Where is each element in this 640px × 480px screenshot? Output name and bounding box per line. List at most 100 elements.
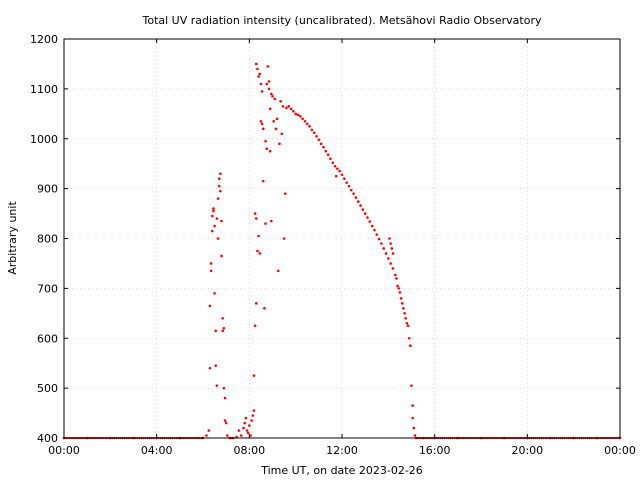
data-point (384, 252, 388, 255)
data-point (214, 329, 218, 333)
data-point (237, 429, 241, 432)
data-point (349, 188, 353, 192)
data-point (405, 321, 409, 325)
data-point (248, 424, 251, 427)
x-axis-label: Time UT, on date 2023-02-26 (260, 464, 423, 477)
data-point (260, 122, 264, 126)
data-point (377, 237, 381, 241)
x-tick-label: 20:00 (511, 444, 543, 457)
data-point (368, 220, 372, 223)
data-point (412, 426, 416, 430)
data-point (259, 119, 263, 123)
data-point (411, 404, 414, 407)
data-point (280, 132, 284, 136)
y-tick-label: 600 (37, 332, 58, 345)
data-point (254, 217, 258, 220)
data-point (267, 87, 271, 91)
y-tick-label: 1100 (30, 83, 58, 96)
x-tick-label: 04:00 (141, 444, 173, 457)
data-point (259, 82, 263, 86)
data-point (356, 200, 360, 203)
x-tick-label: 08:00 (233, 444, 265, 457)
y-axis-label: Arbitrary unit (6, 201, 19, 275)
data-point (380, 242, 383, 245)
data-point (250, 419, 253, 422)
data-point (301, 117, 304, 121)
y-tick-label: 400 (37, 432, 58, 445)
data-point (215, 384, 219, 387)
data-point (213, 224, 216, 228)
data-point (261, 179, 265, 183)
data-point (274, 127, 278, 131)
data-point (315, 134, 318, 138)
data-point (296, 113, 300, 117)
data-point (319, 142, 323, 146)
data-point (393, 273, 397, 277)
data-point (340, 173, 344, 176)
data-point (216, 197, 220, 200)
y-tick-label: 1200 (30, 33, 58, 46)
data-point (397, 287, 401, 290)
data-point (292, 110, 295, 113)
data-point (212, 207, 215, 210)
data-point (223, 419, 227, 422)
data-point (389, 262, 392, 265)
data-point (281, 105, 285, 108)
data-point (322, 145, 325, 149)
data-point (268, 107, 272, 111)
data-point (334, 174, 338, 178)
data-point (272, 119, 275, 123)
data-point (256, 67, 259, 71)
data-point (252, 409, 256, 412)
data-point (226, 434, 229, 437)
data-point (271, 95, 274, 98)
data-point (242, 426, 245, 430)
data-point (375, 233, 379, 236)
data-point (257, 75, 260, 78)
data-point (270, 219, 273, 223)
data-point (395, 277, 398, 280)
data-point (407, 336, 411, 340)
data-point (217, 177, 221, 180)
data-point (246, 431, 250, 435)
data-point (283, 192, 287, 195)
data-point (207, 429, 211, 432)
data-point (366, 216, 369, 219)
data-point (389, 242, 392, 245)
data-point (220, 219, 223, 223)
data-point (273, 97, 277, 101)
plot-frame (63, 38, 621, 439)
data-point (216, 237, 220, 240)
data-point (326, 153, 330, 157)
data-point (270, 92, 273, 96)
data-point (215, 217, 219, 220)
data-point (403, 312, 406, 315)
x-axis-ticks: 00:00 04:00 08:00 12:00 16:00 20:00 00:00 (48, 39, 636, 457)
data-point (223, 396, 227, 400)
data-point (338, 169, 341, 173)
data-point (305, 122, 309, 126)
data-point (287, 105, 291, 108)
y-tick-label: 500 (37, 382, 58, 395)
data-point (251, 414, 255, 417)
data-point (252, 374, 256, 377)
data-point (258, 252, 262, 255)
data-point (254, 302, 258, 305)
data-point (324, 149, 328, 153)
data-point (243, 421, 246, 425)
data-point (220, 254, 223, 258)
y-tick-label: 1000 (30, 133, 58, 146)
data-point (224, 421, 228, 425)
data-point (294, 112, 297, 116)
data-point (278, 142, 281, 146)
data-point (245, 429, 249, 432)
data-point (382, 247, 386, 250)
data-point (329, 157, 332, 160)
data-point (219, 172, 222, 175)
data-point (209, 262, 213, 265)
chart-title: Total UV radiation intensity (uncalibrat… (142, 14, 542, 27)
data-point (210, 214, 214, 218)
data-point (263, 307, 266, 310)
data-point (410, 384, 413, 387)
